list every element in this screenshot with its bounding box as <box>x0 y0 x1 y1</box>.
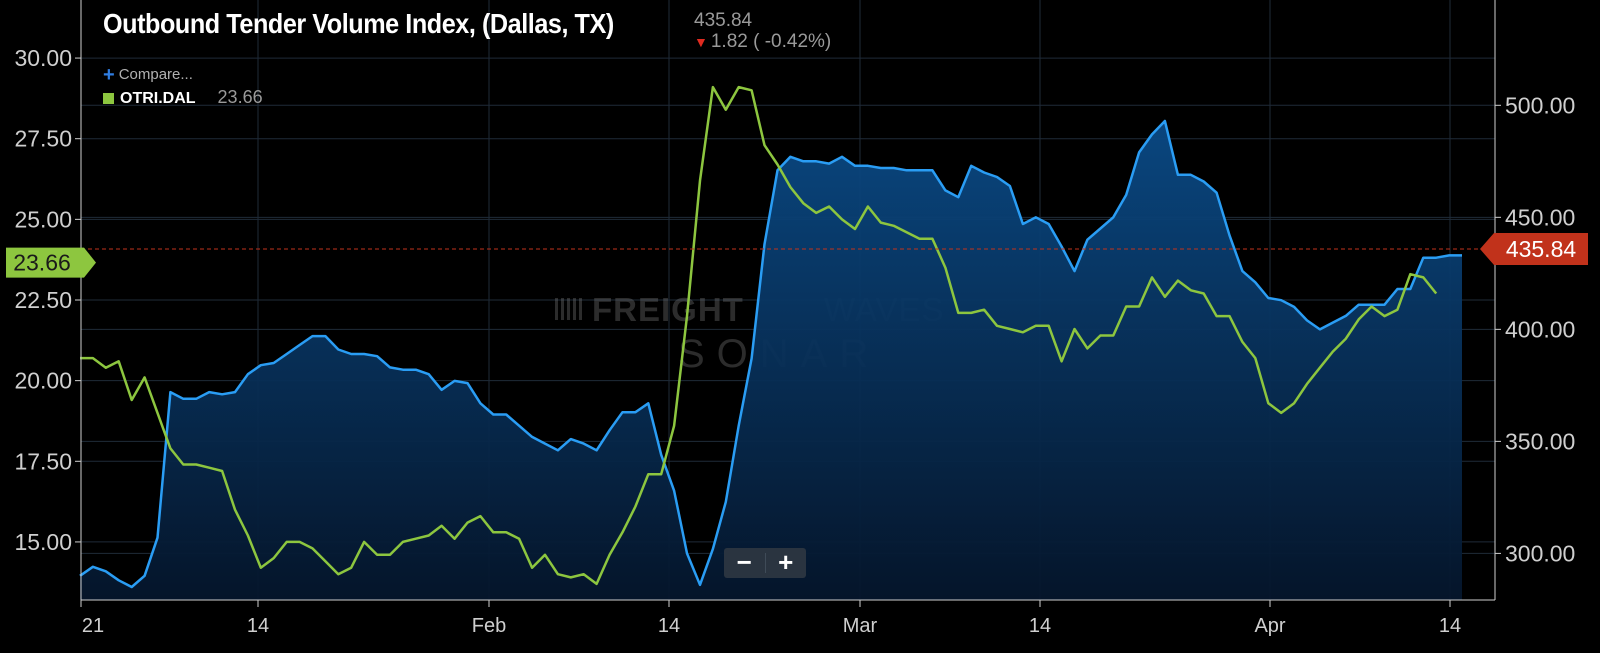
right-tick-label: 500.00 <box>1505 92 1575 118</box>
left-tick-label: 30.00 <box>14 45 72 71</box>
right-tick-label: 350.00 <box>1505 428 1575 454</box>
plus-icon: + <box>103 64 115 86</box>
right-tick-label: 300.00 <box>1505 540 1575 566</box>
change-display: ▼ 1.82 ( -0.42%) <box>694 31 831 53</box>
x-tick-label: 14 <box>1029 615 1051 637</box>
legend-series-name: OTRI.DAL <box>120 90 196 107</box>
right-current-badge <box>1480 233 1588 266</box>
left-tick-label: 17.50 <box>14 448 72 474</box>
left-tick-label: 22.50 <box>14 287 72 313</box>
right-tick-label: 400.00 <box>1505 316 1575 342</box>
left-tick-label: 25.00 <box>14 206 72 232</box>
series-area-0 <box>80 121 1462 600</box>
left-tick-label: 20.00 <box>14 368 72 394</box>
zoom-out-button[interactable]: − <box>736 547 752 577</box>
series-layer <box>79 85 1462 600</box>
series-legend[interactable]: OTRI.DAL 23.66 <box>103 87 263 108</box>
compare-label: Compare... <box>118 66 193 83</box>
left-current-label: 23.66 <box>13 250 71 276</box>
legend-series-value: 23.66 <box>217 87 263 107</box>
left-current-badge <box>6 247 96 278</box>
current-value-badges: 23.66 435.84 <box>6 233 1588 278</box>
x-tick-label: Apr <box>1254 615 1285 637</box>
last-value: 435.84 <box>694 10 753 31</box>
x-tick-label: 21 <box>82 615 104 637</box>
right-current-label: 435.84 <box>1506 236 1577 262</box>
x-tick-label: 14 <box>247 615 269 637</box>
compare-button[interactable]: + Compare... <box>103 64 193 87</box>
x-tick-label: 14 <box>1439 615 1461 637</box>
down-arrow-icon: ▼ <box>694 34 708 50</box>
left-tick-label: 27.50 <box>14 126 72 152</box>
x-tick-label: 14 <box>658 615 680 637</box>
change-value: 1.82 ( -0.42%) <box>710 31 832 52</box>
zoom-divider <box>764 553 766 573</box>
x-tick-label: Mar <box>843 615 878 637</box>
chart-title: Outbound Tender Volume Index, (Dallas, T… <box>103 8 614 39</box>
zoom-in-button[interactable]: + <box>778 547 794 577</box>
x-tick-label: Feb <box>472 615 506 637</box>
svg-text:FREIGHT: FREIGHT <box>592 291 744 328</box>
series-line-1 <box>80 85 1438 586</box>
series-line-0 <box>79 119 1462 589</box>
legend-swatch <box>103 93 114 104</box>
axes: 21 14 Feb 14 Mar 14 Apr 14 15.00 17.50 20.00 22.50 2… <box>14 0 1575 637</box>
right-tick-label: 450.00 <box>1505 204 1575 230</box>
left-tick-label: 15.00 <box>14 529 72 555</box>
zoom-controls: − + <box>724 548 806 578</box>
